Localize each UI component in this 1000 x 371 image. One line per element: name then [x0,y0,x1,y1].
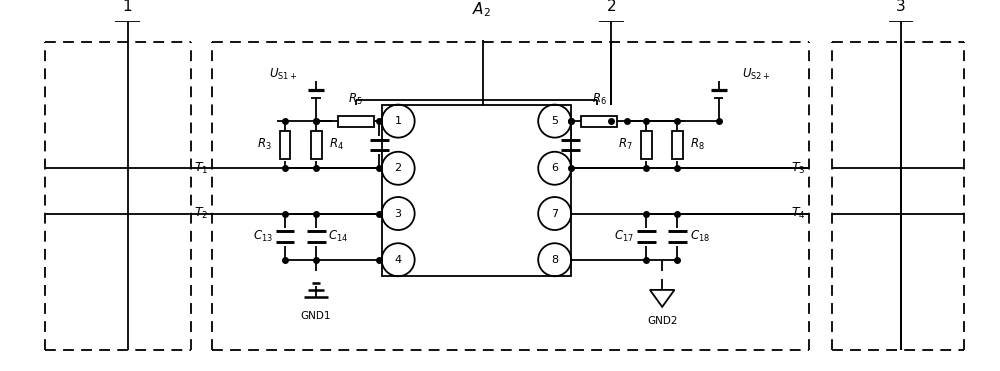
Text: $R_7$: $R_7$ [618,137,633,152]
Bar [581,116,617,127]
Text: 4: 4 [395,255,402,265]
Text: $R_3$: $R_3$ [257,137,272,152]
Text: 3: 3 [896,0,906,14]
Text: 2: 2 [606,0,616,14]
Bar [280,131,290,159]
Text: $C_{14}$: $C_{14}$ [328,229,349,244]
Text: $R_5$: $R_5$ [348,92,363,107]
Text: 3: 3 [395,209,402,219]
Bar [672,131,683,159]
Text: $T_3$: $T_3$ [791,161,806,176]
Text: 7: 7 [551,209,558,219]
Bar [382,105,571,276]
Text: $T_1$: $T_1$ [194,161,209,176]
Text: 6: 6 [551,163,558,173]
Bar [338,116,374,127]
Text: $U_{\mathrm{S2+}}$: $U_{\mathrm{S2+}}$ [742,66,771,82]
Text: GND2: GND2 [647,316,677,326]
Bar [311,131,322,159]
Text: 8: 8 [551,255,558,265]
Text: $C_{16}$: $C_{16}$ [538,137,558,152]
Text: $R_8$: $R_8$ [690,137,705,152]
Text: GND1: GND1 [301,311,331,321]
Text: $U_{\mathrm{S1+}}$: $U_{\mathrm{S1+}}$ [269,66,297,82]
Text: $T_4$: $T_4$ [791,206,806,221]
Text: 5: 5 [551,116,558,126]
Bar [641,131,652,159]
Text: $R_6$: $R_6$ [592,92,606,107]
Text: $T_2$: $T_2$ [194,206,209,221]
Text: $R_4$: $R_4$ [329,137,344,152]
Text: 1: 1 [395,116,402,126]
Text: $C_{15}$: $C_{15}$ [392,137,411,152]
Text: 1: 1 [123,0,132,14]
Text: $C_{13}$: $C_{13}$ [253,229,273,244]
Text: $A_2$: $A_2$ [472,1,491,19]
Text: $C_{17}$: $C_{17}$ [614,229,634,244]
Text: 2: 2 [395,163,402,173]
Text: $C_{18}$: $C_{18}$ [690,229,710,244]
